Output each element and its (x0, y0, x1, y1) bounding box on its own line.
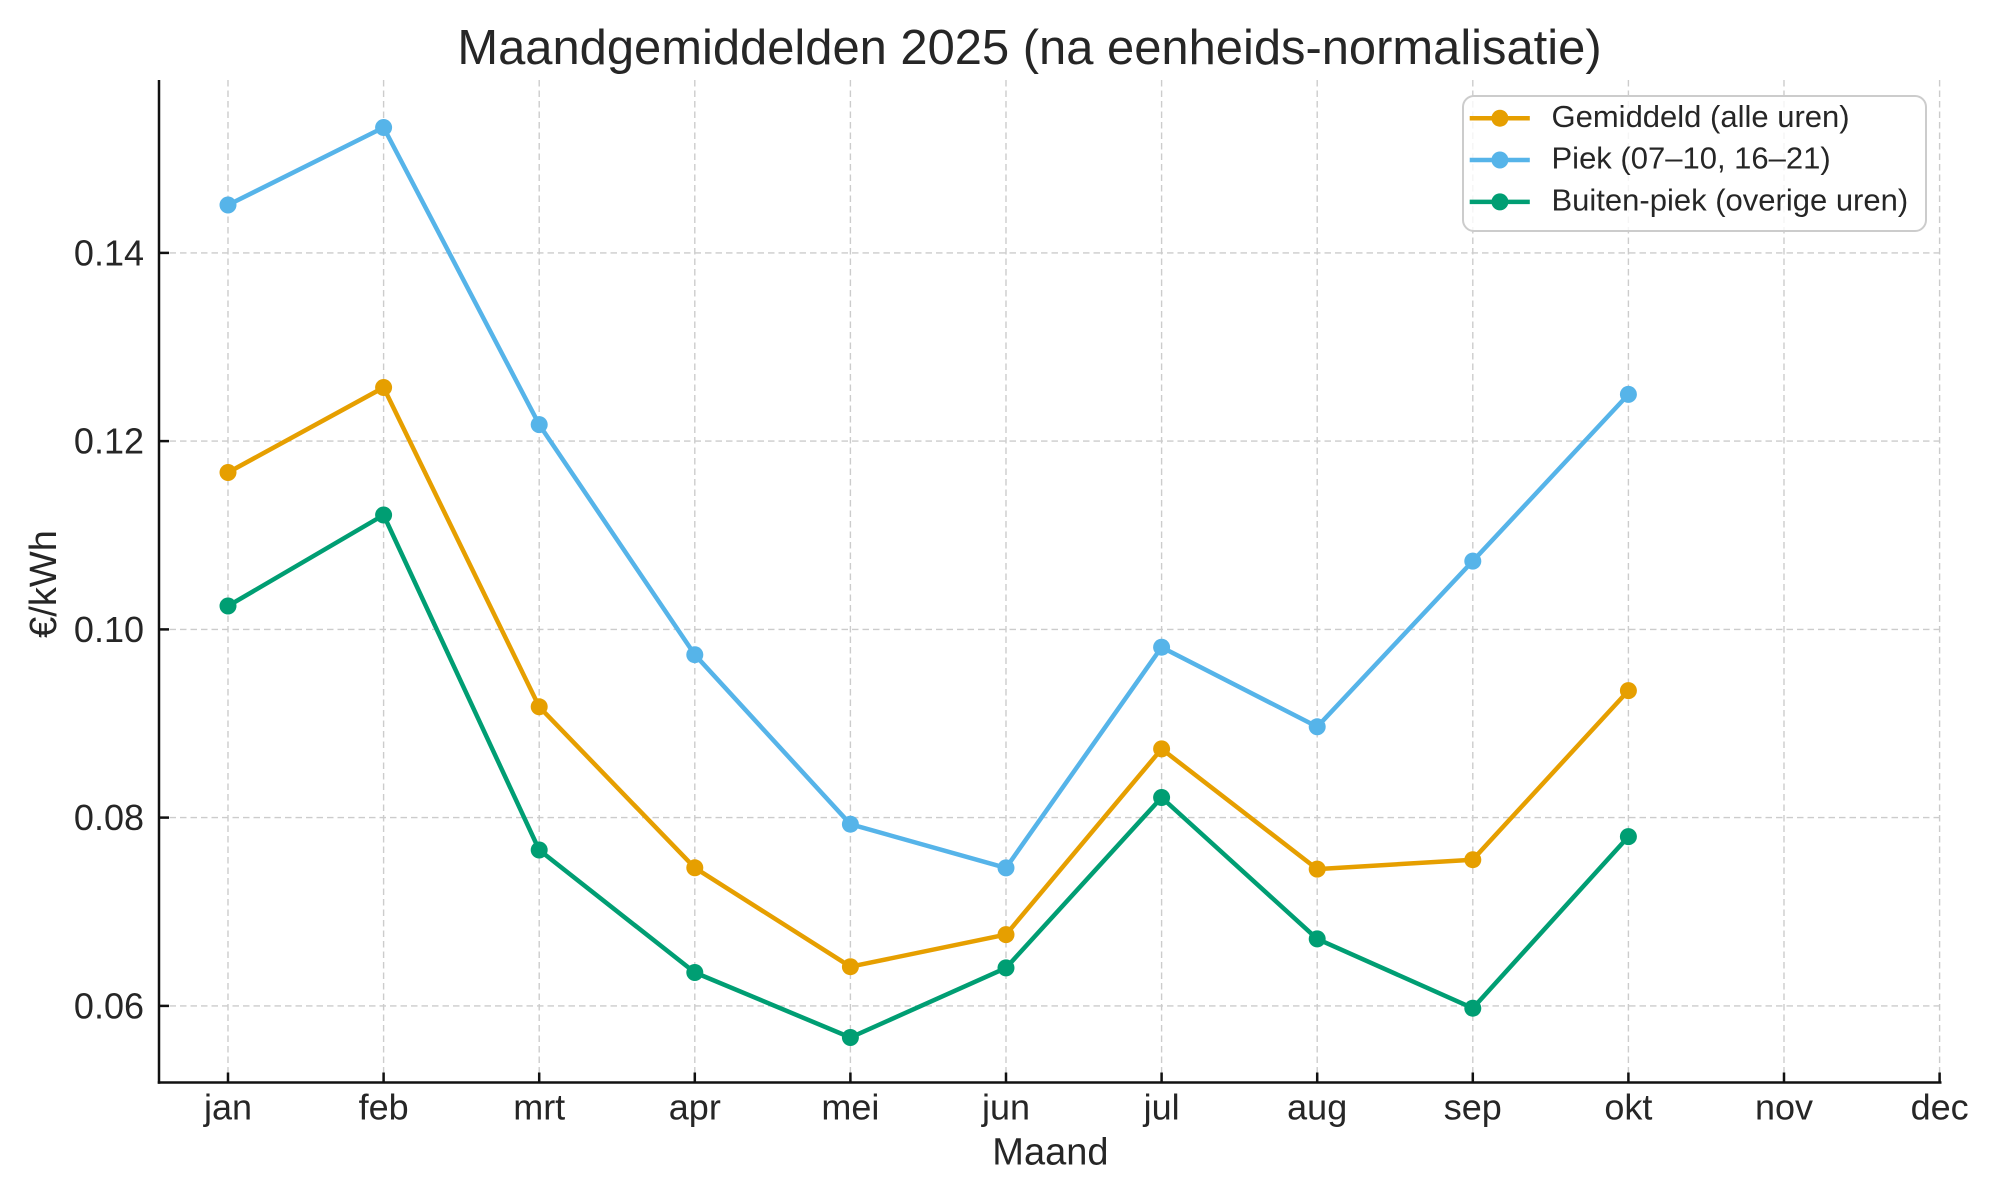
svg-text:jul: jul (1143, 1086, 1180, 1127)
svg-text:Maandgemiddelden 2025 (na eenh: Maandgemiddelden 2025 (na eenheids-norma… (457, 21, 1601, 75)
svg-text:okt: okt (1604, 1086, 1652, 1127)
svg-text:0.10: 0.10 (74, 609, 144, 650)
svg-text:€/kWh: €/kWh (23, 530, 65, 638)
svg-text:jun: jun (981, 1086, 1030, 1127)
svg-text:0.14: 0.14 (74, 232, 144, 273)
svg-text:sep: sep (1444, 1086, 1502, 1127)
svg-text:mrt: mrt (513, 1086, 565, 1127)
svg-text:0.06: 0.06 (74, 985, 144, 1026)
svg-text:dec: dec (1911, 1086, 1969, 1127)
svg-text:nov: nov (1755, 1086, 1813, 1127)
svg-text:jan: jan (203, 1086, 252, 1127)
svg-text:Maand: Maand (992, 1131, 1108, 1173)
svg-text:feb: feb (359, 1086, 409, 1127)
svg-text:0.08: 0.08 (74, 797, 144, 838)
svg-text:Gemiddeld (alle uren): Gemiddeld (alle uren) (1552, 99, 1850, 134)
svg-text:Buiten-piek (overige uren): Buiten-piek (overige uren) (1552, 183, 1909, 218)
svg-text:Piek (07–10, 16–21): Piek (07–10, 16–21) (1552, 141, 1831, 176)
svg-text:mei: mei (821, 1086, 879, 1127)
svg-text:apr: apr (669, 1086, 721, 1127)
svg-text:aug: aug (1287, 1086, 1347, 1127)
svg-text:0.12: 0.12 (74, 421, 144, 462)
